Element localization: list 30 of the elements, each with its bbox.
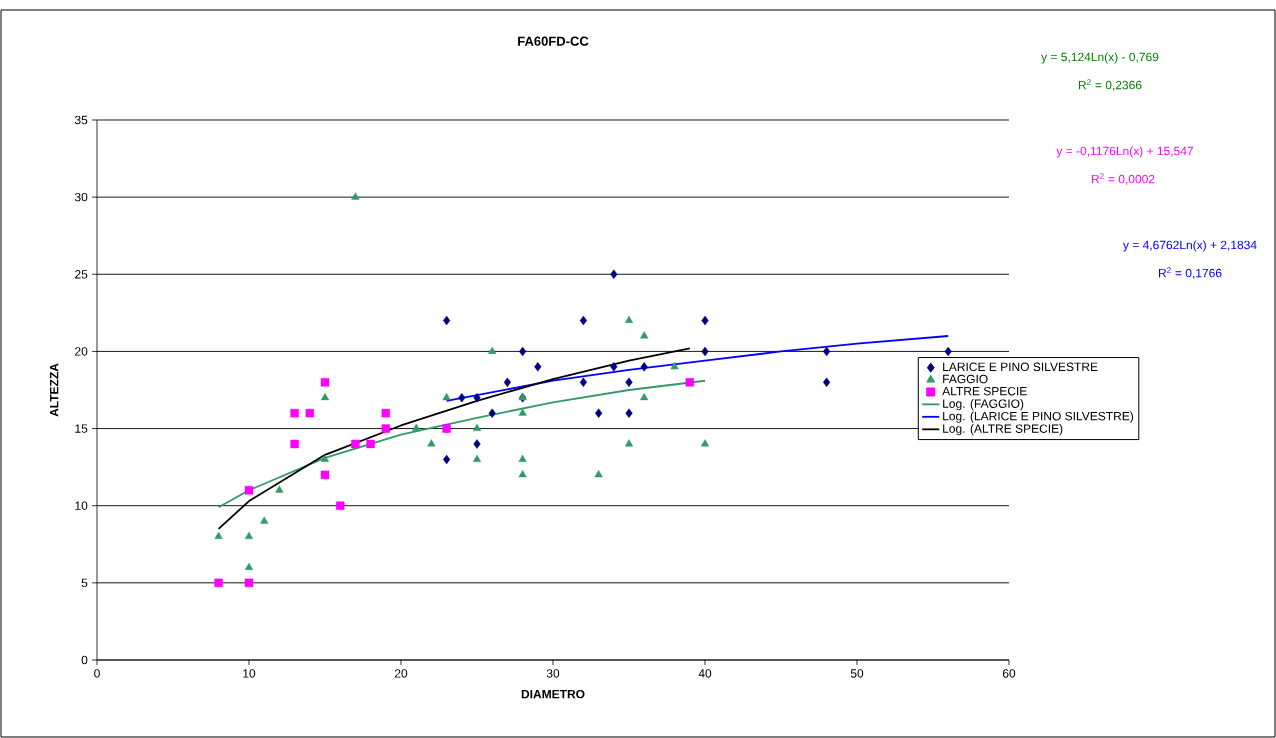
y-tick-label: 0 <box>81 655 88 665</box>
chart-title: FA60FD-CC <box>518 36 589 46</box>
text: y = 4,6762Ln(x) + 2,1834 <box>1122 240 1257 252</box>
y-tick-label: 20 <box>75 347 88 356</box>
y-tick-label: 15 <box>75 424 88 433</box>
x-tick-label: 40 <box>698 669 712 678</box>
legend-label: Log. (FAGGIO) <box>943 399 1024 411</box>
text: R$^{2}$ = 0,1766 <box>1159 267 1222 279</box>
y-tick-label: 35 <box>74 115 88 125</box>
x-tick-label: 30 <box>546 669 560 678</box>
text: R$^{2}$ = 0,2366 <box>1079 79 1142 91</box>
y-tick-label: 25 <box>75 270 88 279</box>
x-tick-label: 60 <box>1002 669 1016 678</box>
legend-label: ALTRE SPECIE <box>942 386 1027 396</box>
y-tick-label: 10 <box>75 501 88 510</box>
legend-label: Log. (ALTRE SPECIE) <box>943 424 1063 436</box>
y-tick-label: 5 <box>81 578 88 588</box>
y-axis-title: ALTEZZA <box>50 363 59 417</box>
legend-label: LARICE E PINO SILVESTRE <box>943 362 1098 372</box>
x-tick-label: 10 <box>243 669 256 678</box>
x-tick-label: 20 <box>394 669 408 678</box>
x-tick-label: 50 <box>850 669 864 678</box>
x-axis-title: DIAMETRO <box>521 689 585 699</box>
x-tick-label: 0 <box>94 669 100 678</box>
legend-label: Log. (LARICE E PINO SILVESTRE) <box>943 411 1134 423</box>
text: R$^{2}$ = 0,0002 <box>1092 173 1155 185</box>
y-tick-label: 30 <box>74 192 88 202</box>
text: y = 5,124Ln(x) - 0,769 <box>1041 52 1159 64</box>
text: y = -0,1176Ln(x) + 15,547 <box>1056 146 1193 158</box>
legend-label: FAGGIO <box>943 374 988 384</box>
